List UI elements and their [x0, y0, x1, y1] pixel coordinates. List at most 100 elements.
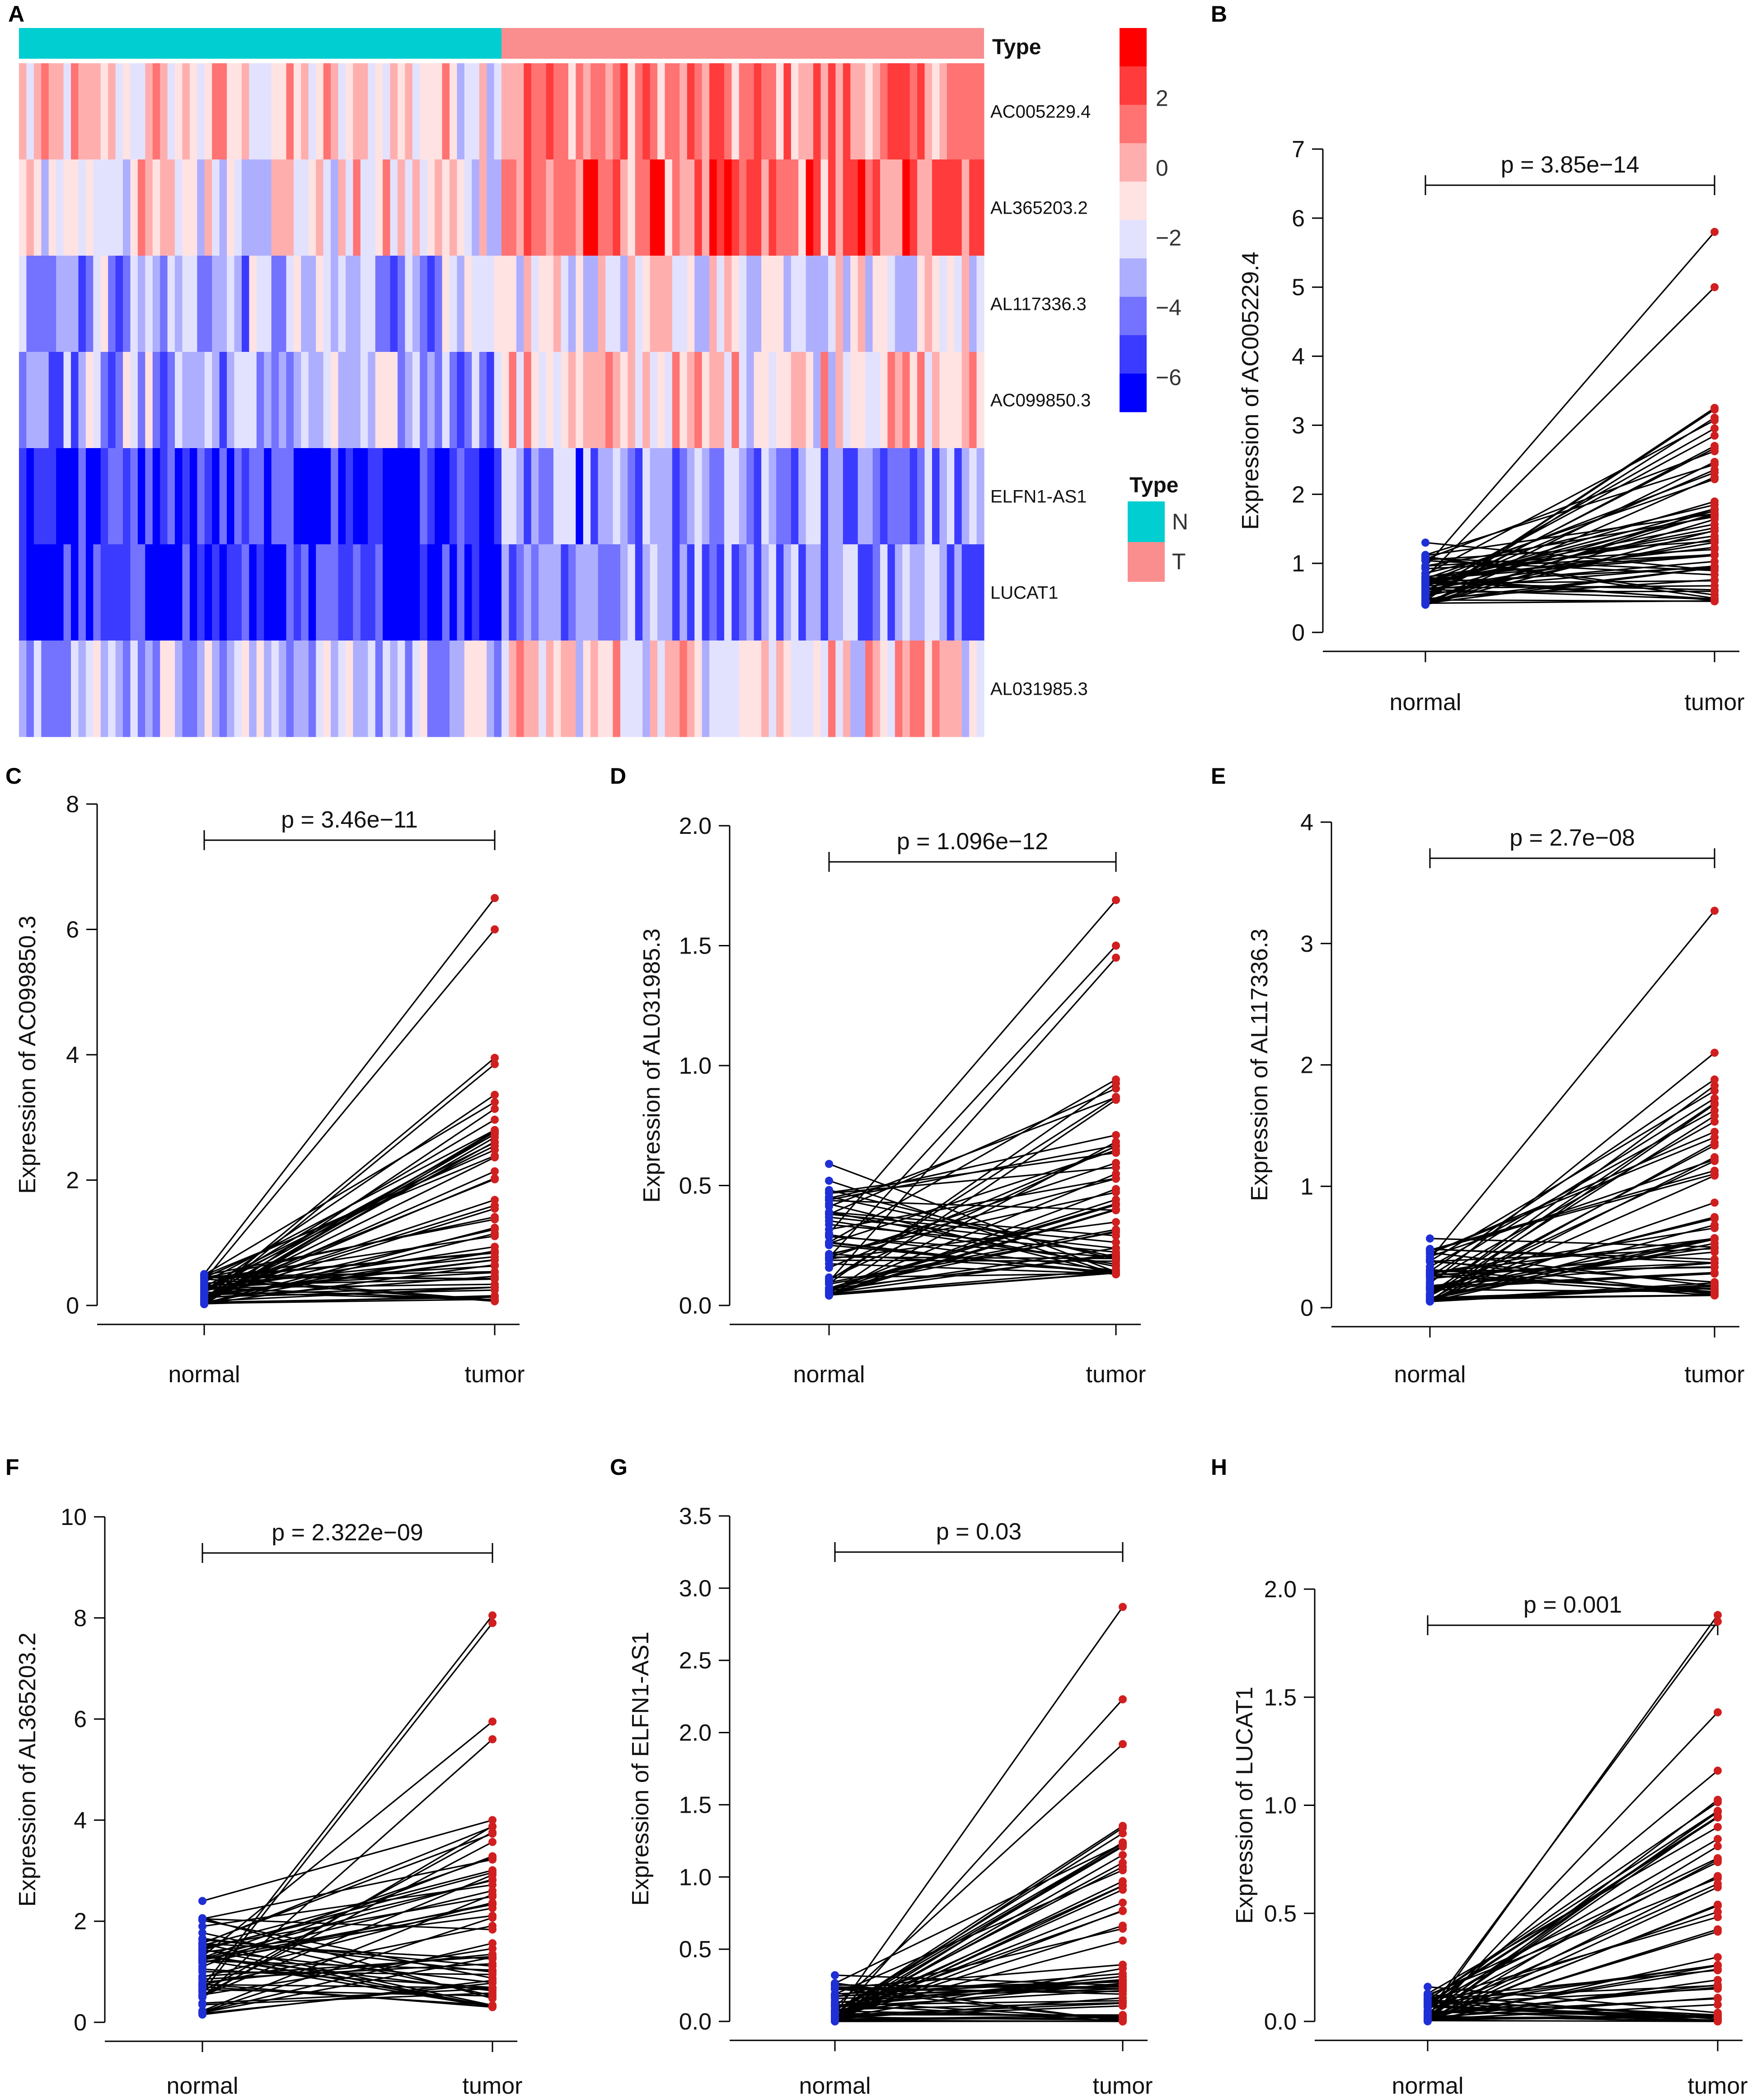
- pair-line: [1427, 1621, 1719, 2013]
- heatmap-cell: [731, 448, 740, 545]
- heatmap-cell: [932, 159, 940, 256]
- pair-line: [829, 1096, 1116, 1207]
- normal-point: [825, 1160, 833, 1168]
- heatmap-cell: [63, 352, 71, 449]
- heatmap-cell: [746, 159, 754, 256]
- heatmap-cell: [539, 641, 547, 737]
- pair-line: [834, 1889, 1123, 2020]
- heatmap-cell: [717, 159, 725, 256]
- heatmap-cell: [642, 448, 651, 545]
- heatmap-cell: [71, 63, 79, 160]
- heatmap-cell: [598, 448, 606, 545]
- heatmap-cell: [115, 448, 123, 545]
- tumor-point: [488, 1866, 497, 1875]
- heatmap-cell: [145, 63, 153, 160]
- tumor-point: [1710, 444, 1719, 453]
- pair-line: [204, 1256, 495, 1287]
- heatmap-cell: [19, 256, 27, 352]
- heatmap-cell: [427, 159, 435, 256]
- heatmap-cell: [19, 544, 27, 641]
- pair-lines: [834, 1606, 1124, 2022]
- heatmap-cell: [583, 256, 591, 352]
- heatmap-cell: [48, 256, 56, 352]
- pair-line: [202, 1859, 493, 1920]
- heatmap-cell: [776, 352, 784, 449]
- tumor-point: [1119, 2017, 1127, 2025]
- heatmap-cell: [175, 544, 183, 641]
- pair-line: [202, 1986, 493, 2006]
- heatmap-cell: [924, 256, 933, 352]
- heatmap-cell: [917, 641, 925, 737]
- x-category-label: tumor: [1093, 2073, 1153, 2099]
- heatmap-cell: [576, 256, 584, 352]
- heatmap-cell: [26, 256, 34, 352]
- pair-line: [204, 1286, 495, 1302]
- pair-line: [204, 1155, 495, 1276]
- heatmap-cell: [137, 159, 145, 256]
- heatmap-cell: [850, 256, 858, 352]
- heatmap-cell: [279, 544, 287, 641]
- tumor-point: [1710, 1075, 1719, 1084]
- heatmap-cell: [628, 544, 636, 641]
- heatmap-cell: [152, 63, 160, 160]
- heatmap-cell: [553, 63, 562, 160]
- heatmap-cell: [902, 544, 910, 641]
- heatmap-cell: [85, 256, 94, 352]
- x-category-label: normal: [169, 1361, 240, 1388]
- pair-points: [1424, 1611, 1722, 2025]
- normal-point: [825, 1286, 833, 1295]
- heatmap-cell: [709, 63, 717, 160]
- heatmap-cell: [175, 448, 183, 545]
- heatmap-cell: [672, 159, 680, 256]
- heatmap-cell: [353, 352, 361, 449]
- heatmap-cell: [85, 544, 94, 641]
- tumor-point: [1710, 1157, 1719, 1165]
- heatmap-cell: [902, 63, 910, 160]
- heatmap-cell: [932, 63, 940, 160]
- pair-line: [829, 1166, 1116, 1194]
- heatmap-cell: [78, 641, 86, 737]
- heatmap-cell: [197, 641, 205, 737]
- heatmap-cell: [531, 352, 539, 449]
- tumor-point: [1714, 2017, 1722, 2025]
- heatmap-cell: [219, 256, 227, 352]
- type-legend: Type N T: [1128, 473, 1188, 582]
- normal-point: [831, 1984, 839, 1992]
- pair-points: [200, 894, 499, 1309]
- heatmap-cell: [605, 159, 614, 256]
- heatmap-cell: [976, 352, 984, 449]
- heatmap-cell: [256, 352, 264, 449]
- heatmap-cell: [568, 352, 576, 449]
- pair-line: [1429, 1160, 1715, 1295]
- pair-line: [202, 1826, 493, 1944]
- heatmap-cell: [976, 159, 984, 256]
- y-tick-label: 6: [1292, 206, 1305, 232]
- heatmap-cell: [761, 63, 769, 160]
- pair-line: [204, 1170, 495, 1301]
- normal-point: [1426, 1234, 1434, 1243]
- heatmap-cell: [969, 641, 977, 737]
- pair-line: [202, 1968, 493, 1988]
- heatmap-cell: [323, 159, 331, 256]
- heatmap-cell: [924, 641, 933, 737]
- heatmap-cell: [850, 641, 858, 737]
- heatmap-cell: [241, 448, 249, 545]
- tumor-point: [491, 1167, 499, 1176]
- heatmap-cell: [100, 352, 108, 449]
- heatmap-cell: [858, 63, 866, 160]
- heatmap-cell: [115, 159, 123, 256]
- heatmap-cell: [553, 544, 562, 641]
- heatmap-cell: [694, 159, 703, 256]
- heatmap-cell: [568, 448, 576, 545]
- heatmap-cell: [865, 159, 873, 256]
- heatmap-cell: [798, 448, 806, 545]
- heatmap-cell: [412, 641, 420, 737]
- heatmap-row-label: ELFN1-AS1: [990, 487, 1087, 507]
- heatmap-cell: [516, 159, 524, 256]
- heatmap-cell: [405, 544, 413, 641]
- normal-point: [198, 1983, 206, 1991]
- heatmap-cell: [961, 448, 970, 545]
- pair-line: [834, 2002, 1123, 2011]
- x-category-label: normal: [793, 1361, 865, 1388]
- heatmap-cell: [420, 448, 428, 545]
